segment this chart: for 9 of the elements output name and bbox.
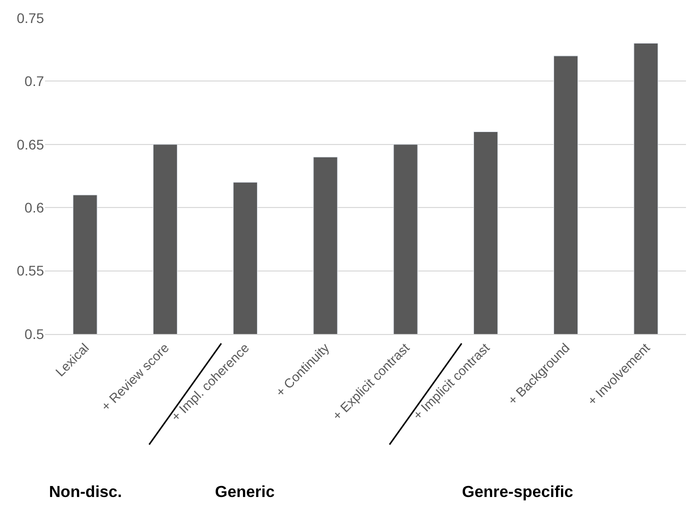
y-tick-label: 0.55	[16, 262, 44, 279]
y-tick-label: 0.5	[24, 326, 44, 342]
y-tick-label: 0.7	[24, 73, 44, 90]
text: Generic	[215, 484, 275, 501]
text: Non-disc.	[49, 484, 122, 501]
y-tick-label: 0.65	[16, 136, 44, 152]
text: Genre-specific	[462, 484, 574, 501]
y-tick-label: 0.6	[24, 200, 44, 216]
y-tick-label: 0.75	[16, 10, 44, 26]
